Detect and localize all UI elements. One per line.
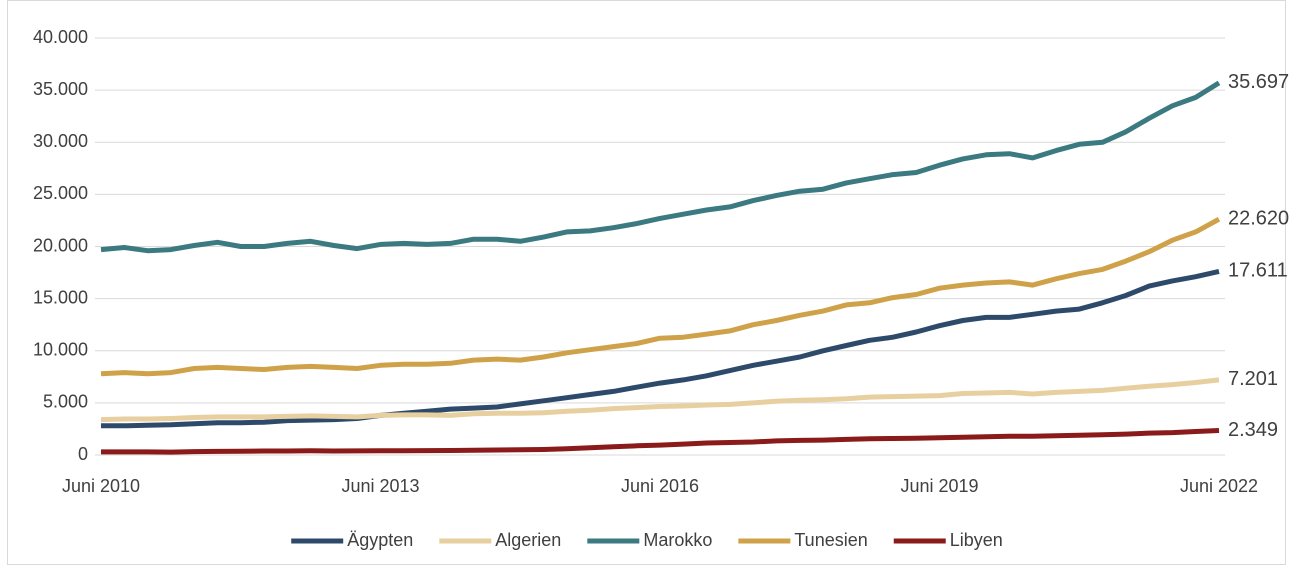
series-line — [100, 217, 1221, 377]
data-label: 7.201 — [1228, 368, 1278, 390]
series-line — [100, 80, 1221, 254]
legend-item: Marokko — [587, 530, 712, 550]
x-tick-label: Juni 2013 — [341, 476, 419, 496]
data-label: 17.611 — [1228, 260, 1288, 282]
legend-label: Marokko — [643, 530, 712, 550]
y-tick-label: 20.000 — [33, 235, 88, 255]
x-tick-label: Juni 2022 — [1180, 476, 1258, 496]
series-line — [101, 428, 1220, 455]
legend-item: Libyen — [893, 530, 1003, 550]
legend-label: Ägypten — [347, 530, 413, 550]
x-tick-label: Juni 2019 — [900, 476, 978, 496]
x-tick-label: Juni 2016 — [621, 476, 699, 496]
legend-item: Algerien — [439, 530, 561, 550]
series-line — [101, 268, 1220, 429]
y-tick-label: 25.000 — [33, 183, 88, 203]
legend-label: Algerien — [495, 530, 561, 550]
chart-frame — [7, 0, 1286, 565]
y-tick-label: 5.000 — [43, 392, 88, 412]
series-line — [100, 377, 1220, 423]
legend-label: Tunesien — [794, 530, 867, 550]
data-label: 35.697 — [1228, 71, 1289, 93]
legend-item: Ägypten — [291, 530, 413, 550]
data-label: 2.349 — [1228, 419, 1278, 441]
x-tick-label: Juni 2010 — [62, 476, 140, 496]
y-tick-label: 0 — [78, 444, 88, 464]
legend-label: Libyen — [950, 530, 1003, 550]
data-label: 22.620 — [1228, 207, 1289, 229]
y-tick-label: 30.000 — [33, 131, 88, 151]
y-tick-label: 15.000 — [33, 287, 88, 307]
y-tick-label: 35.000 — [33, 79, 88, 99]
y-tick-label: 40.000 — [33, 27, 88, 47]
y-tick-label: 10.000 — [33, 340, 88, 360]
legend-item: Tunesien — [738, 530, 868, 550]
